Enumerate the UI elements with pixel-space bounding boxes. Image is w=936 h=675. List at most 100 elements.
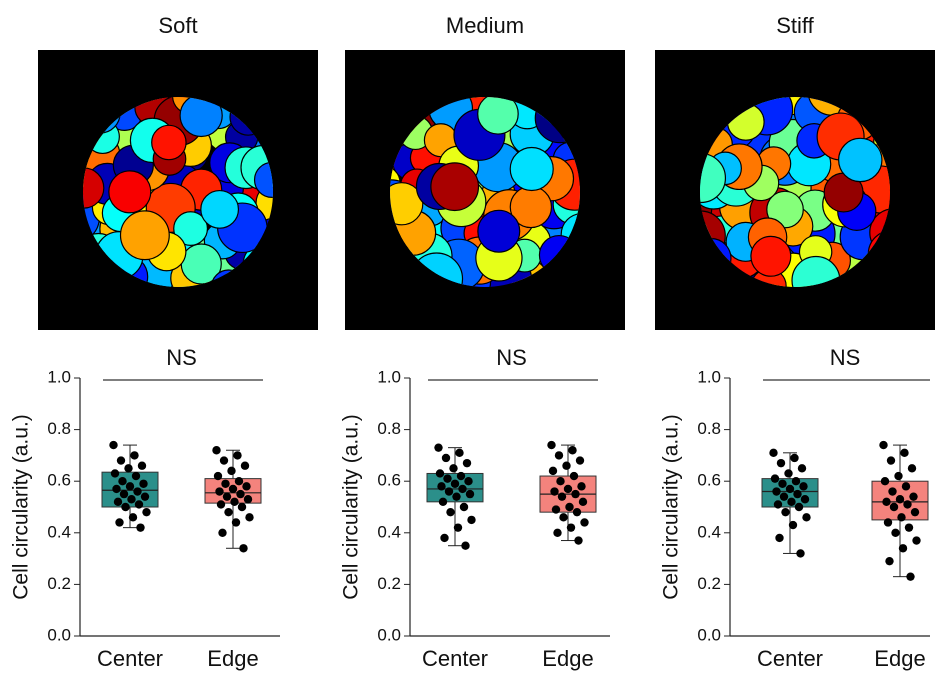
y-tick-label: 0.0	[377, 625, 401, 644]
data-point	[132, 472, 140, 480]
y-tick-label: 0.0	[47, 625, 71, 644]
data-point	[460, 503, 468, 511]
data-point	[547, 441, 555, 449]
significance-label: NS	[830, 345, 861, 370]
data-point	[215, 487, 223, 495]
data-point	[781, 508, 789, 516]
data-point	[239, 544, 247, 552]
data-point	[461, 542, 469, 550]
data-point	[434, 443, 442, 451]
data-point	[905, 523, 913, 531]
data-point	[227, 467, 235, 475]
y-tick-label: 0.8	[47, 419, 71, 438]
cell	[201, 191, 239, 229]
data-point	[238, 503, 246, 511]
data-point	[879, 441, 887, 449]
data-point	[230, 498, 238, 506]
data-point	[549, 467, 557, 475]
data-point	[550, 487, 558, 495]
data-point	[564, 485, 572, 493]
data-point	[452, 492, 460, 500]
x-tick-label: Center	[97, 646, 163, 671]
data-point	[454, 523, 462, 531]
data-point	[436, 469, 444, 477]
data-point	[908, 464, 916, 472]
data-point	[795, 503, 803, 511]
y-tick-label: 1.0	[697, 367, 721, 386]
data-point	[245, 513, 253, 521]
panel-title: Medium	[446, 13, 524, 38]
data-point	[881, 477, 889, 485]
data-point	[580, 518, 588, 526]
data-point	[440, 534, 448, 542]
x-tick-label: Edge	[542, 646, 593, 671]
y-tick-label: 0.0	[697, 625, 721, 644]
y-tick-label: 0.6	[697, 471, 721, 490]
data-point	[774, 500, 782, 508]
x-tick-label: Edge	[874, 646, 925, 671]
data-point	[464, 477, 472, 485]
data-point	[135, 500, 143, 508]
y-tick-label: 1.0	[377, 367, 401, 386]
data-point	[553, 529, 561, 537]
data-point	[562, 462, 570, 470]
panel-title: Soft	[158, 13, 197, 38]
data-point	[109, 441, 117, 449]
data-point	[224, 508, 232, 516]
figure: Soft0.00.20.40.60.81.0Cell circularity (…	[0, 0, 936, 675]
panel-title: Stiff	[776, 13, 814, 38]
data-point	[117, 456, 125, 464]
data-point	[455, 449, 463, 457]
data-point	[909, 492, 917, 500]
cell	[431, 163, 479, 211]
data-point	[449, 464, 457, 472]
data-point	[799, 482, 807, 490]
data-point	[558, 492, 566, 500]
x-tick-label: Center	[757, 646, 823, 671]
data-point	[556, 477, 564, 485]
data-point	[446, 508, 454, 516]
data-point	[220, 456, 228, 464]
significance-label: NS	[496, 345, 527, 370]
y-tick-label: 0.8	[697, 419, 721, 438]
data-point	[798, 464, 806, 472]
data-point	[235, 477, 243, 485]
x-tick-label: Center	[422, 646, 488, 671]
data-point	[769, 449, 777, 457]
data-point	[244, 495, 252, 503]
data-point	[133, 487, 141, 495]
data-point	[577, 482, 585, 490]
data-point	[565, 503, 573, 511]
data-point	[223, 492, 231, 500]
significance-label: NS	[166, 345, 197, 370]
data-point	[888, 487, 896, 495]
y-tick-label: 1.0	[47, 367, 71, 386]
y-axis-label: Cell circularity (a.u.)	[660, 414, 683, 600]
x-tick-label: Edge	[207, 646, 258, 671]
data-point	[118, 477, 126, 485]
y-tick-label: 0.8	[377, 419, 401, 438]
data-point	[142, 508, 150, 516]
data-point	[894, 472, 902, 480]
data-point	[221, 480, 229, 488]
data-point	[236, 490, 244, 498]
cell	[152, 125, 186, 159]
data-point	[121, 503, 129, 511]
data-point	[796, 549, 804, 557]
y-axis-label: Cell circularity (a.u.)	[340, 414, 363, 600]
data-point	[458, 485, 466, 493]
data-point	[457, 472, 465, 480]
data-point	[884, 518, 892, 526]
y-axis-label: Cell circularity (a.u.)	[10, 414, 33, 600]
data-point	[451, 480, 459, 488]
data-point	[130, 451, 138, 459]
data-point	[789, 521, 797, 529]
data-point	[463, 459, 471, 467]
data-point	[112, 485, 120, 493]
data-point	[897, 513, 905, 521]
data-point	[139, 480, 147, 488]
data-point	[896, 495, 904, 503]
data-point	[229, 485, 237, 493]
data-point	[571, 490, 579, 498]
y-tick-label: 0.6	[47, 471, 71, 490]
